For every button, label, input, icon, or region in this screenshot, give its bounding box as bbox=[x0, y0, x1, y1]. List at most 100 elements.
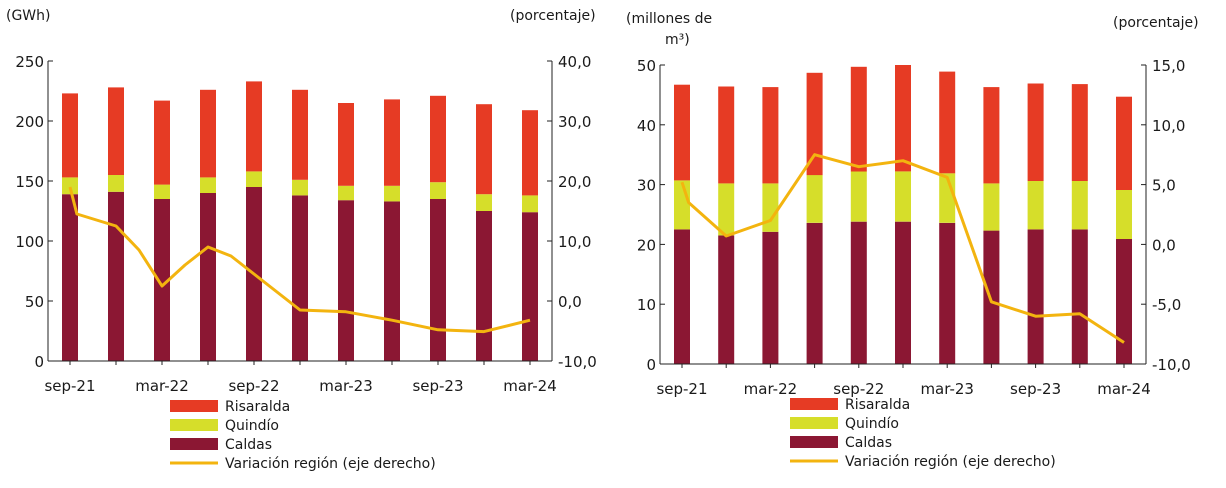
legend-label-caldas: Caldas bbox=[225, 437, 272, 453]
bar-segment-quindio bbox=[292, 179, 308, 196]
bar-segment-caldas bbox=[674, 229, 690, 364]
bar-segment-risaralda bbox=[108, 87, 124, 175]
left-axis-title: (millones de bbox=[626, 11, 712, 27]
bar-segment-quindio bbox=[674, 180, 690, 230]
bar-segment-caldas bbox=[1116, 239, 1132, 364]
bar-segment-quindio bbox=[1116, 190, 1132, 239]
bar-segment-quindio bbox=[200, 177, 216, 193]
x-tick-label: sep-21 bbox=[656, 380, 707, 398]
bar-segment-quindio bbox=[384, 185, 400, 202]
bar-segment-quindio bbox=[1027, 181, 1044, 230]
legend-swatch-risaralda bbox=[790, 398, 838, 410]
bar-segment-risaralda bbox=[1116, 96, 1132, 190]
bar-segment-caldas bbox=[1071, 229, 1088, 364]
bar-segment-caldas bbox=[806, 222, 823, 364]
right-axis-title: (porcentaje) bbox=[510, 8, 596, 24]
x-tick-label: mar-22 bbox=[135, 377, 189, 395]
x-tick-label: sep-22 bbox=[228, 377, 279, 395]
bar-segment-quindio bbox=[762, 183, 779, 232]
x-tick-label: sep-22 bbox=[833, 380, 884, 398]
legend-label-risaralda: Risaralda bbox=[845, 397, 910, 413]
bar-segment-risaralda bbox=[200, 89, 216, 178]
bar-segment-risaralda bbox=[522, 110, 538, 196]
bar-segment-quindio bbox=[154, 184, 170, 199]
bar-segment-risaralda bbox=[762, 87, 779, 184]
bar-segment-caldas bbox=[522, 212, 538, 361]
bar-segment-risaralda bbox=[292, 89, 308, 180]
legend-label-quindio: Quindío bbox=[225, 418, 279, 434]
bar-segment-risaralda bbox=[718, 86, 735, 184]
bar-segment-caldas bbox=[476, 211, 492, 361]
bar-segment-quindio bbox=[806, 175, 823, 223]
x-tick-label: sep-23 bbox=[1010, 380, 1061, 398]
left-tick-label: 250 bbox=[15, 53, 44, 71]
bar-segment-caldas bbox=[939, 222, 956, 364]
left-tick-label: 200 bbox=[15, 113, 44, 131]
right-tick-label: 20,0 bbox=[558, 173, 591, 191]
x-tick-label: sep-23 bbox=[412, 377, 463, 395]
left-tick-label: 10 bbox=[637, 296, 656, 314]
bar-segment-caldas bbox=[895, 221, 911, 364]
right-tick-label: -10,0 bbox=[1152, 356, 1191, 374]
bar-segment-quindio bbox=[338, 185, 354, 201]
bar-segment-risaralda bbox=[895, 65, 911, 172]
right-tick-label: -10,0 bbox=[558, 353, 597, 371]
left-tick-label: 0 bbox=[34, 353, 44, 371]
bar-segment-risaralda bbox=[246, 81, 262, 172]
bar-segment-caldas bbox=[762, 231, 779, 364]
bar-segment-risaralda bbox=[806, 72, 823, 176]
left-axis-title: (GWh) bbox=[6, 8, 51, 24]
variation-line bbox=[680, 153, 1125, 344]
bar-segment-risaralda bbox=[1071, 84, 1088, 181]
left-tick-label: 20 bbox=[637, 236, 656, 254]
bar-segment-risaralda bbox=[430, 95, 446, 183]
bar-segment-risaralda bbox=[983, 87, 1000, 184]
right-tick-label: 0,0 bbox=[558, 293, 582, 311]
x-tick-label: mar-24 bbox=[1097, 380, 1151, 398]
left-tick-label: 40 bbox=[637, 117, 656, 135]
bar-segment-quindio bbox=[62, 177, 78, 195]
bar-segment-quindio bbox=[850, 171, 867, 222]
left-tick-label: 50 bbox=[637, 57, 656, 75]
bar-segment-quindio bbox=[476, 194, 492, 211]
bar-segment-risaralda bbox=[154, 100, 170, 185]
x-tick-label: mar-23 bbox=[319, 377, 373, 395]
bar-segment-quindio bbox=[1071, 181, 1088, 230]
right-tick-label: 40,0 bbox=[558, 53, 591, 71]
legend-label-caldas: Caldas bbox=[845, 435, 892, 451]
x-tick-label: mar-23 bbox=[920, 380, 974, 398]
right-tick-label: 5,0 bbox=[1152, 177, 1176, 195]
bar-segment-risaralda bbox=[1027, 83, 1044, 181]
bar-segment-risaralda bbox=[62, 93, 78, 178]
x-tick-label: mar-24 bbox=[503, 377, 557, 395]
right-axis-title: (porcentaje) bbox=[1113, 15, 1199, 31]
bar-segment-caldas bbox=[338, 200, 354, 361]
bar-segment-caldas bbox=[850, 221, 867, 364]
bar-segment-caldas bbox=[200, 193, 216, 361]
bar-segment-quindio bbox=[718, 183, 735, 236]
bar-segment-quindio bbox=[430, 182, 446, 199]
legend-swatch-caldas bbox=[790, 436, 838, 448]
x-tick-label: mar-22 bbox=[744, 380, 798, 398]
legend-label-variacion: Variación región (eje derecho) bbox=[225, 456, 436, 472]
right-tick-label: 0,0 bbox=[1152, 236, 1176, 254]
bar-segment-caldas bbox=[430, 199, 446, 361]
bar-segment-caldas bbox=[154, 199, 170, 361]
bar-segment-quindio bbox=[522, 195, 538, 213]
bar-segment-risaralda bbox=[939, 71, 956, 174]
bar-segment-risaralda bbox=[674, 84, 690, 181]
left-tick-label: 50 bbox=[25, 293, 44, 311]
left-tick-label: 30 bbox=[637, 177, 656, 195]
bar-segment-caldas bbox=[292, 195, 308, 361]
legend-label-variacion: Variación región (eje derecho) bbox=[845, 454, 1056, 470]
legend-swatch-risaralda bbox=[170, 400, 218, 412]
right-tick-label: 30,0 bbox=[558, 113, 591, 131]
bar-segment-caldas bbox=[384, 201, 400, 361]
bar-segment-quindio bbox=[246, 171, 262, 187]
legend-label-quindio: Quindío bbox=[845, 416, 899, 432]
legend-label-risaralda: Risaralda bbox=[225, 399, 290, 415]
chart-volume: 0 10 20 30 40 50 -10,0 -5,0 0,0 5,0 10,0 15,0 sep-21… bbox=[626, 11, 1199, 470]
left-tick-label: 0 bbox=[646, 356, 656, 374]
right-tick-label: 10,0 bbox=[1152, 117, 1185, 135]
